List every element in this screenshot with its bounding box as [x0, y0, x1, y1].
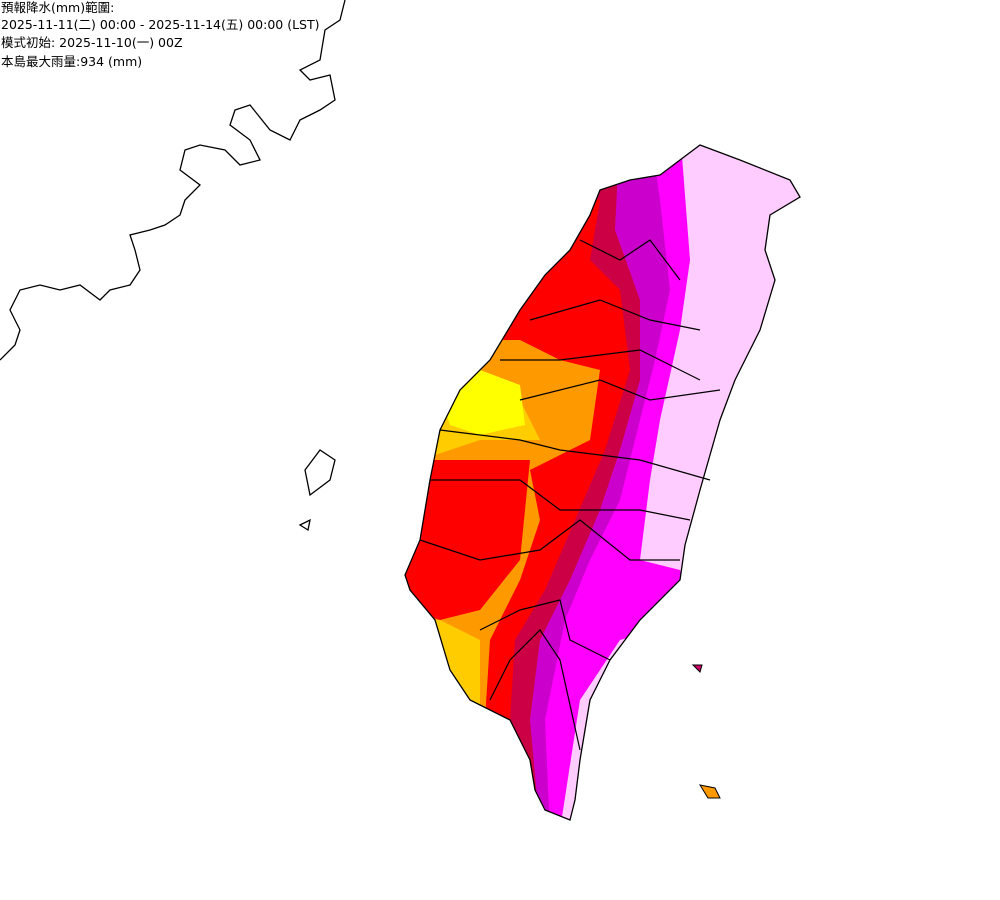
green-island	[698, 784, 721, 799]
penghu	[298, 449, 336, 532]
header-line: 模式初始: 2025-11-10(一) 00Z	[1, 35, 183, 50]
header-line: 2025-11-11(二) 00:00 - 2025-11-14(五) 00:0…	[1, 17, 320, 32]
header-line: 預報降水(mm)範圍:	[1, 0, 115, 15]
header-line: 本島最大雨量:934 (mm)	[1, 54, 143, 69]
china-coast	[0, 0, 346, 361]
county-borders	[419, 239, 721, 751]
orchid-island	[691, 664, 703, 673]
